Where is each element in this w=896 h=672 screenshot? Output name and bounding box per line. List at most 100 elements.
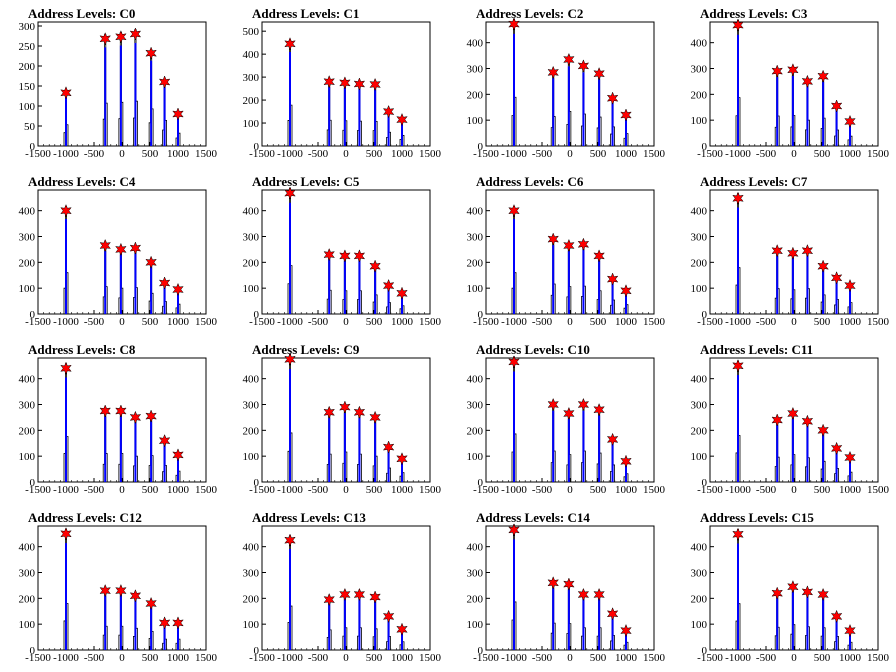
- histogram-bin: [163, 87, 166, 146]
- y-tick-label: 500: [243, 26, 260, 38]
- peak-marker: [817, 259, 829, 273]
- peak-marker: [396, 452, 408, 466]
- x-tick-label: -1000: [501, 484, 527, 496]
- y-tick-label: 300: [243, 232, 260, 244]
- x-tick-label: -1000: [725, 652, 751, 664]
- chart-title: Address Levels: C6: [476, 174, 584, 189]
- peak-marker: [787, 580, 799, 594]
- y-tick-label: 400: [691, 206, 708, 218]
- histogram-bin: [598, 415, 601, 482]
- y-tick-label: 300: [467, 568, 484, 580]
- x-tick-label: 500: [366, 148, 383, 160]
- chart-panel: -1500 -1000 -500 0 500 1000 1500 0 100 200 300 400 A…: [0, 336, 224, 504]
- histogram-bin: [806, 86, 809, 146]
- x-tick-label: -1500: [473, 652, 499, 664]
- y-tick-label: 0: [478, 645, 484, 657]
- x-tick-label: -1500: [473, 484, 499, 496]
- histogram-bin: [582, 410, 585, 482]
- x-tick-label: 1500: [643, 148, 666, 160]
- y-tick-label: 0: [478, 141, 484, 153]
- histogram-plot: -1500 -1000 -500 0 500 1000 1500 0 100 200 300 400 5…: [243, 21, 442, 160]
- x-tick-label: 0: [119, 148, 125, 160]
- x-tick-label: -1000: [53, 316, 79, 328]
- peak-marker: [115, 242, 127, 257]
- histogram-bin: [513, 539, 515, 650]
- x-tick-label: 0: [119, 652, 125, 664]
- peak-marker: [158, 276, 171, 290]
- peak-marker: [339, 249, 351, 263]
- peak-marker: [323, 75, 335, 89]
- histogram-bin: [806, 426, 809, 482]
- x-tick-label: 1500: [643, 652, 666, 664]
- chart-panel: -1500 -1000 -500 0 500 1000 1500 0 100 200 300 400 A…: [448, 0, 672, 168]
- x-tick-label: 0: [567, 148, 573, 160]
- x-tick-label: 0: [791, 316, 797, 328]
- histogram-bin: [776, 77, 779, 146]
- y-tick-label: 0: [702, 477, 708, 489]
- peak-marker: [396, 112, 408, 127]
- peak-marker: [323, 405, 335, 419]
- histogram-bin: [150, 266, 153, 314]
- peak-marker: [60, 527, 72, 541]
- y-tick-label: 200: [243, 257, 260, 269]
- peak-marker: [129, 27, 142, 41]
- x-tick-label: 1000: [391, 316, 414, 328]
- peak-marker: [771, 244, 783, 258]
- peak-marker: [369, 590, 381, 604]
- x-tick-label: -1500: [473, 316, 499, 328]
- histogram-bin: [737, 375, 739, 482]
- chart-panel: -1500 -1000 -500 0 500 1000 1500 0 100 200 300 400 A…: [448, 336, 672, 504]
- x-tick-label: 0: [343, 484, 349, 496]
- histogram-bin: [791, 75, 794, 146]
- peak-marker: [99, 238, 111, 253]
- peak-marker: [339, 76, 351, 90]
- y-tick-label: 200: [19, 61, 36, 73]
- histogram-bin: [776, 597, 779, 650]
- x-tick-label: -500: [756, 148, 777, 160]
- x-tick-label: 0: [343, 148, 349, 160]
- x-tick-label: 500: [366, 316, 383, 328]
- y-tick-label: 300: [19, 21, 36, 33]
- x-tick-label: -1500: [697, 148, 723, 160]
- histogram-bin: [806, 596, 809, 650]
- x-tick-label: -500: [308, 148, 329, 160]
- histogram-bin: [806, 255, 809, 314]
- histogram-bin: [150, 607, 153, 650]
- chart-panel: -1500 -1000 -500 0 500 1000 1500 0 100 200 300 400 A…: [448, 168, 672, 336]
- y-tick-label: 300: [691, 568, 708, 580]
- peak-marker: [115, 404, 127, 418]
- chart-title: Address Levels: C10: [476, 342, 590, 357]
- x-tick-label: 1500: [419, 484, 442, 496]
- x-tick-label: 0: [119, 316, 125, 328]
- peak-marker: [158, 616, 171, 630]
- peak-marker: [172, 107, 184, 121]
- x-tick-label: -1500: [25, 148, 51, 160]
- x-tick-label: 0: [791, 148, 797, 160]
- histogram-plot: -1500 -1000 -500 0 500 1000 1500 0 100 200 300 400: [691, 18, 890, 160]
- histogram-bin: [401, 294, 403, 314]
- chart-title: Address Levels: C9: [252, 342, 360, 357]
- histogram-bin: [343, 260, 346, 314]
- histogram-bin: [134, 253, 137, 314]
- chart-title: Address Levels: C4: [28, 174, 136, 189]
- peak-marker: [129, 589, 142, 603]
- y-tick-label: 400: [691, 374, 708, 386]
- x-tick-label: -1000: [277, 148, 303, 160]
- x-tick-label: -1000: [277, 316, 303, 328]
- peak-marker: [787, 63, 799, 77]
- x-tick-label: 1000: [615, 316, 638, 328]
- histogram-bin: [358, 88, 361, 146]
- histogram-bin: [849, 287, 851, 314]
- y-tick-label: 200: [243, 425, 260, 437]
- chart-panel: -1500 -1000 -500 0 500 1000 1500 0 100 200 300 400 A…: [672, 0, 896, 168]
- peak-marker: [620, 108, 632, 122]
- histogram-bin: [835, 451, 838, 482]
- peak-marker: [60, 204, 72, 218]
- peak-marker: [508, 355, 520, 369]
- peak-marker: [396, 286, 408, 300]
- histogram-bin: [177, 625, 179, 650]
- histogram-plot: -1500 -1000 -500 0 500 1000 1500 0 100 200 300 400: [243, 352, 442, 496]
- y-tick-label: 100: [243, 283, 260, 295]
- x-tick-label: -500: [756, 484, 777, 496]
